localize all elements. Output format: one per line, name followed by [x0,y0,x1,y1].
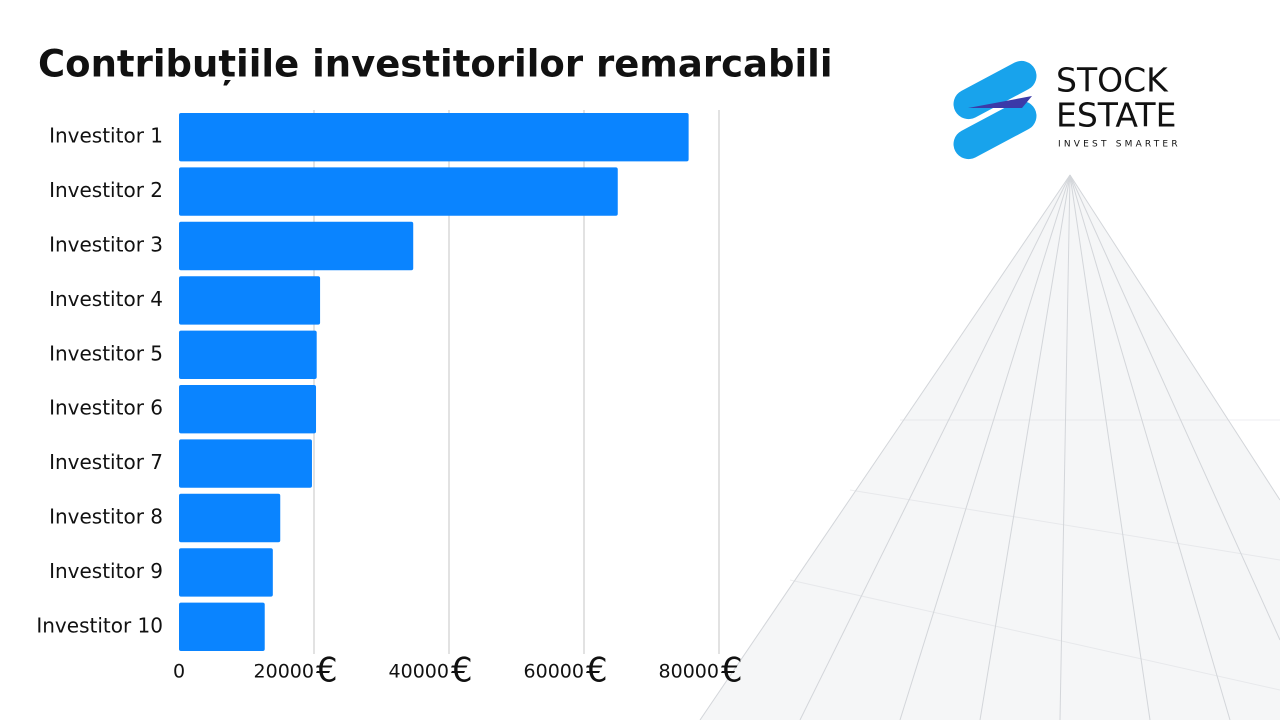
x-tick-label: 80000 [659,661,719,683]
logo-shape [968,96,1032,108]
logo: STOCK ESTATE INVEST SMARTER [953,60,1181,160]
bar [179,493,281,543]
x-tick-label: 40000 [389,661,449,683]
y-tick-label: Investitor 9 [49,559,163,583]
bar [179,167,618,216]
y-tick-label: Investitor 8 [49,505,163,529]
logo-text: ESTATE [1056,96,1176,135]
x-tick-unit: € [451,651,473,691]
y-tick-label: Investitor 5 [49,341,163,365]
bar [179,112,689,162]
logo-tagline: INVEST SMARTER [1058,140,1181,150]
bar [179,548,273,597]
bar [179,439,312,488]
x-tick-unit: € [586,651,608,691]
y-tick-label: Investitor 1 [49,124,163,148]
y-tick-label: Investitor 4 [49,287,163,311]
bar [179,276,321,325]
x-tick-unit: € [316,651,338,691]
x-tick-label: 60000 [524,661,584,683]
logo-shape [953,100,1037,160]
y-tick-label: Investitor 2 [49,178,163,202]
x-tick-label: 20000 [254,661,314,683]
x-tick-label: 0 [173,661,185,683]
bar [179,602,265,652]
logo-shape [953,60,1037,120]
bar [179,384,317,434]
y-tick-label: Investitor 6 [49,396,163,420]
logo-text: STOCK [1056,61,1169,100]
bar [179,221,414,271]
y-tick-label: Investitor 7 [49,450,163,474]
building-background [699,174,1280,720]
y-tick-label: Investitor 3 [49,233,163,257]
chart-title: Contribuțiile investitorilor remarcabili [38,43,833,86]
y-tick-label: Investitor 10 [36,613,163,637]
x-tick-unit: € [721,651,743,691]
bar [179,330,317,380]
